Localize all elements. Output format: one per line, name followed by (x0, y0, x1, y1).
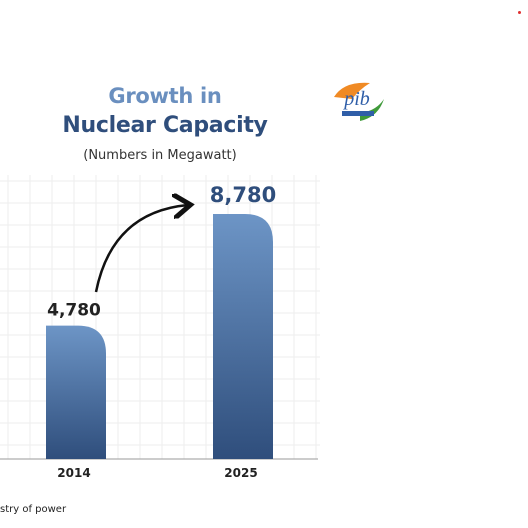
pib-logo-text: pib (342, 88, 370, 110)
x-tick-label-2025: 2025 (224, 466, 257, 480)
value-label-2014: 4,780 (47, 301, 101, 321)
growth-arrow (94, 205, 188, 293)
corner-dot (518, 11, 521, 14)
value-label-2025: 8,780 (210, 183, 276, 207)
chart-title-line-1: Growth in (108, 84, 222, 108)
chart-subtitle: (Numbers in Megawatt) (83, 148, 237, 163)
source-note: stry of power (0, 504, 67, 515)
bar-2014 (46, 325, 106, 459)
bar-2025 (213, 214, 273, 459)
x-tick-label-2014: 2014 (57, 466, 90, 480)
pib-logo-icon: pib (332, 79, 384, 123)
chart-title-line-2: Nuclear Capacity (62, 113, 268, 138)
